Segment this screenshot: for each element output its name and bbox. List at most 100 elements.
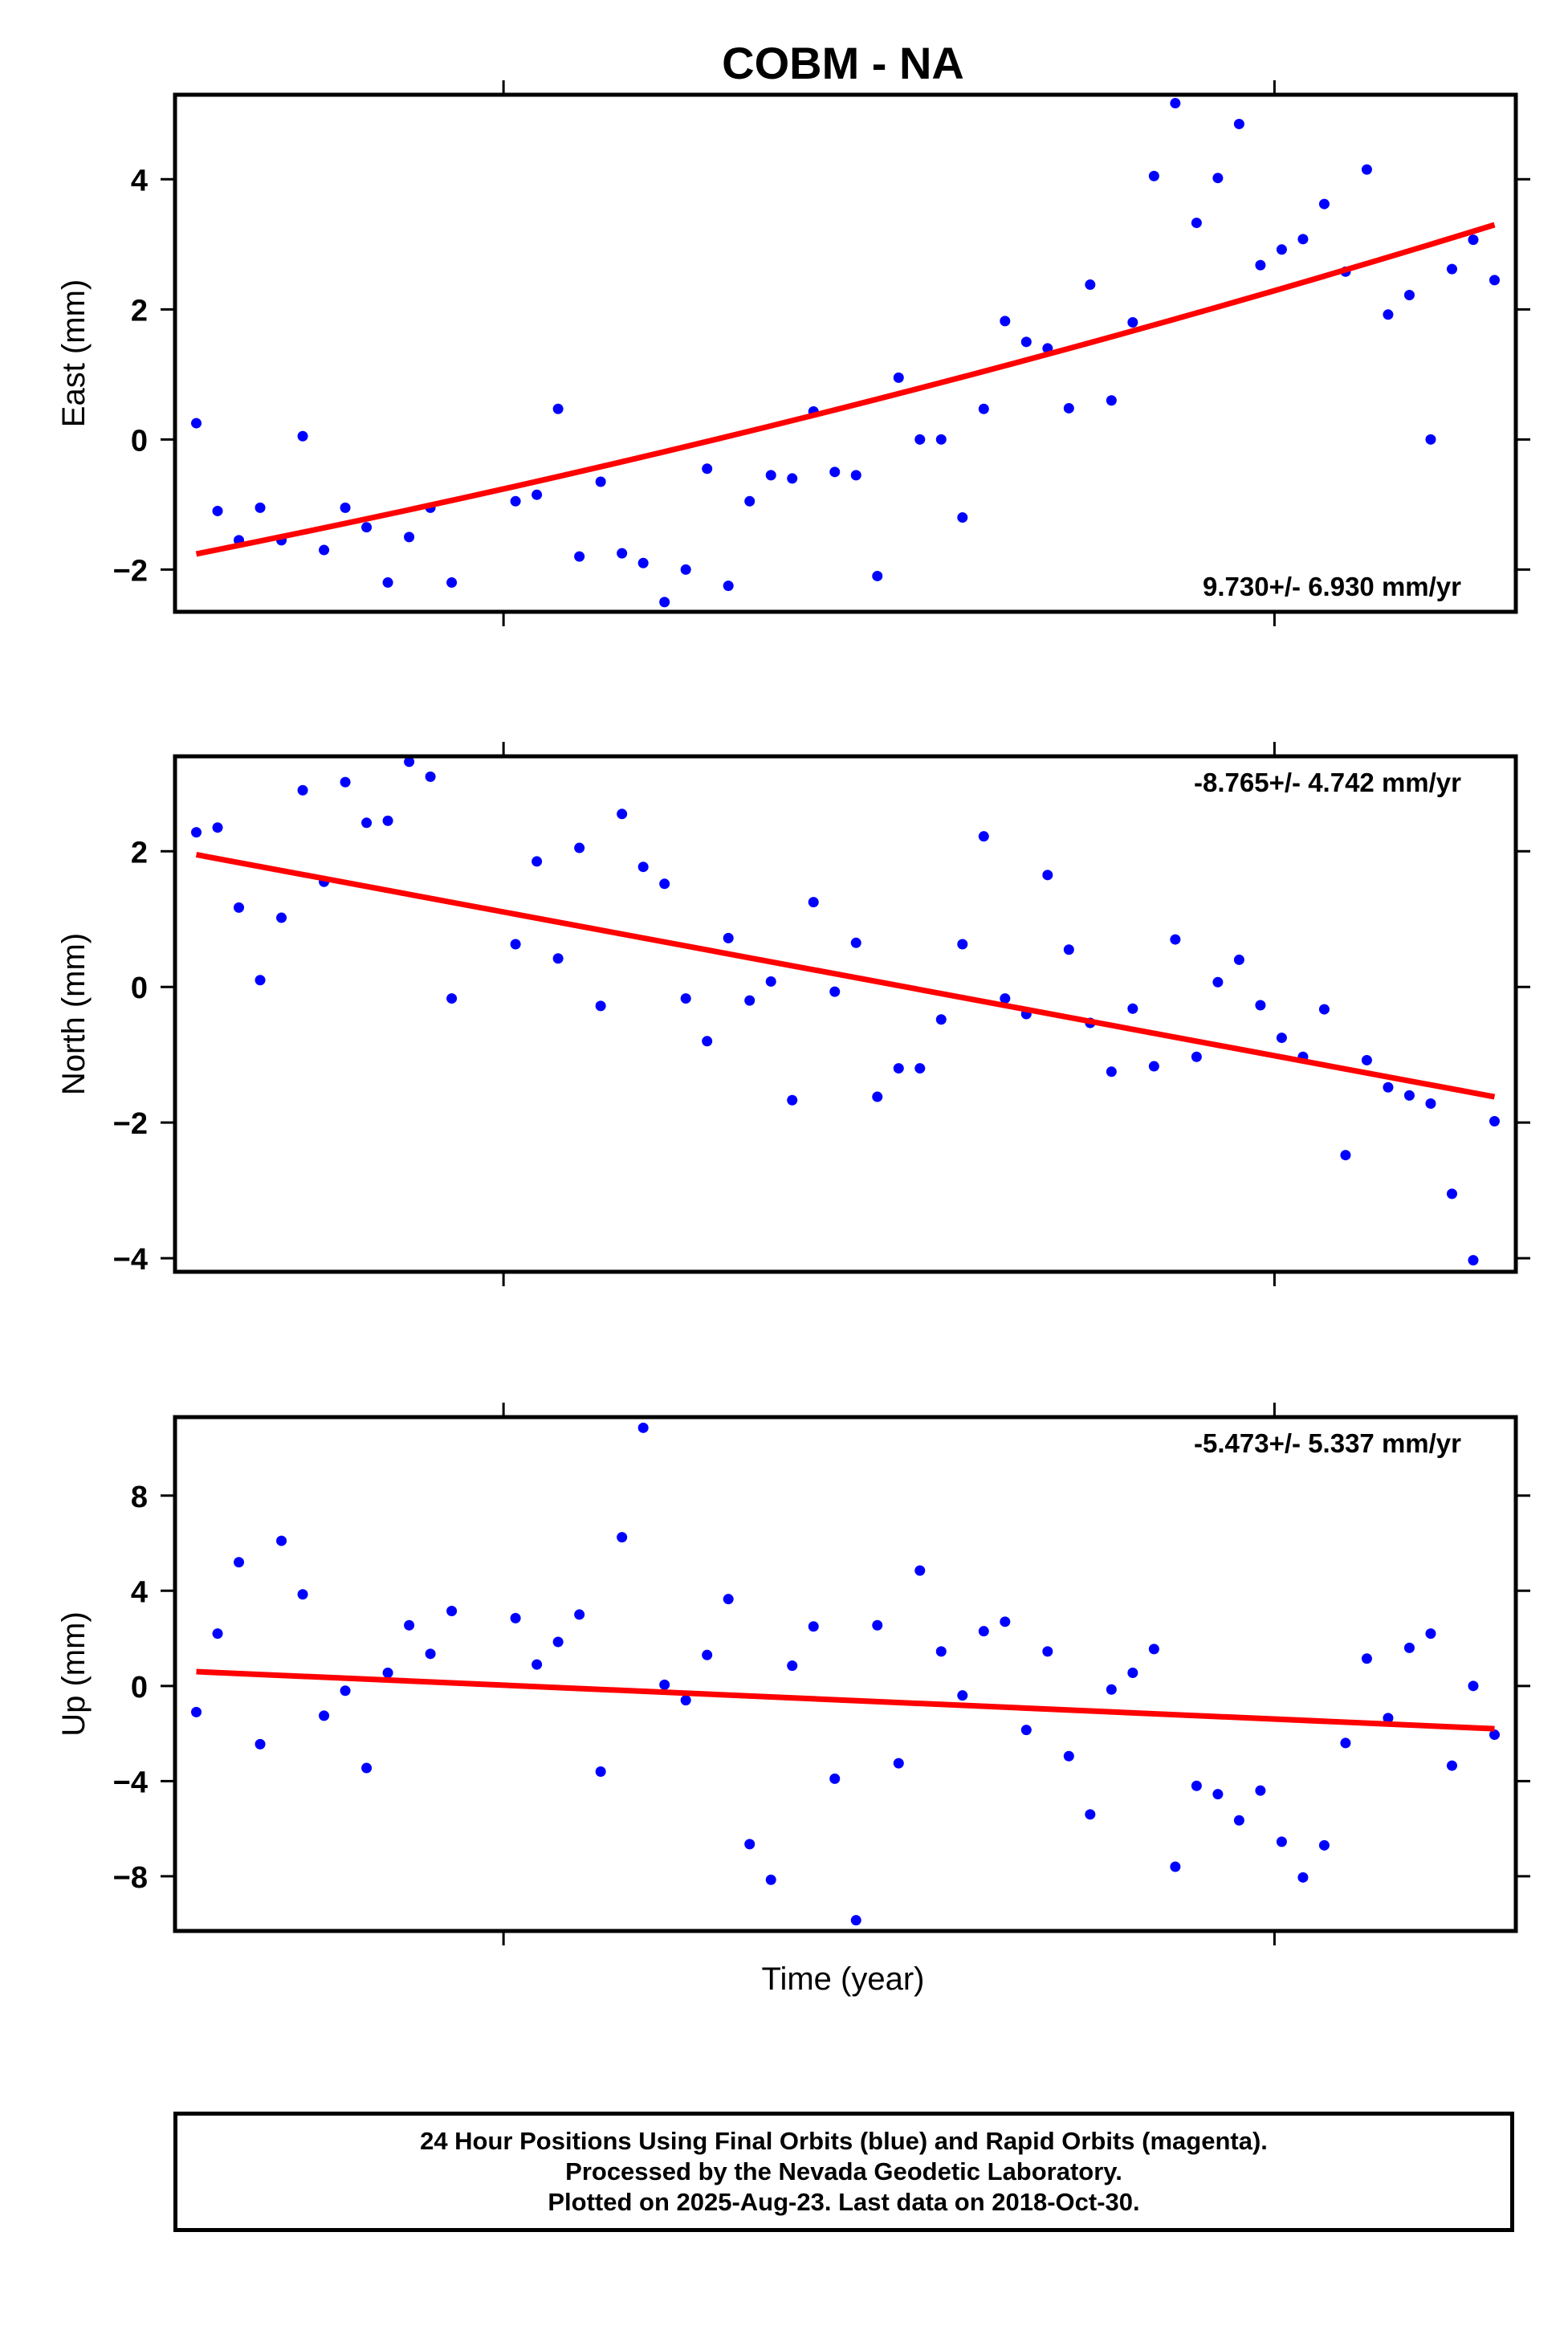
data-point [914,1063,926,1074]
data-point [1318,198,1330,210]
data-point [276,912,287,923]
data-point [872,570,883,581]
data-point [872,1619,883,1631]
data-point [1042,1646,1053,1657]
data-point [382,815,393,826]
data-point [191,827,202,838]
rate-label: -5.473+/- 5.337 mm/yr [1194,1428,1461,1458]
data-point [212,1628,223,1640]
panel-frame [173,754,1518,1274]
y-tick-label: −4 [113,1766,148,1799]
data-point [212,822,223,833]
footer-caption-box: 24 Hour Positions Using Final Orbits (bl… [173,2112,1514,2232]
y-axis-label: Up (mm) [56,1611,92,1737]
data-point [637,862,649,873]
data-point [935,1014,947,1025]
data-point [552,1636,564,1648]
data-point [1318,1004,1330,1015]
data-point [1148,1644,1159,1655]
data-point [850,1915,861,1926]
data-point [617,1532,628,1543]
data-point [1233,118,1244,129]
data-point [787,1094,798,1106]
data-point [297,430,308,442]
data-point [680,993,691,1004]
data-point [765,1874,776,1885]
data-point [1489,275,1500,286]
data-point [1318,1839,1330,1851]
data-point [361,1762,373,1774]
data-point [808,897,819,908]
data-point [361,522,373,533]
data-point [446,1605,458,1616]
data-point [1020,336,1032,348]
trend-line [196,1668,1495,1732]
data-point [1276,1033,1287,1044]
data-point [1340,1150,1351,1161]
data-point [1361,1653,1372,1664]
data-point [1085,1809,1096,1820]
data-point [1383,1081,1394,1093]
data-point [1425,434,1436,445]
data-point [1000,993,1011,1004]
data-point [1127,1003,1138,1014]
data-point [829,466,841,478]
data-point [510,939,521,950]
data-point [914,1565,926,1576]
data-point [744,995,755,1006]
footer-line-3: Plotted on 2025-Aug-23. Last data on 201… [548,2188,1140,2216]
rate-label: -8.765+/- 4.742 mm/yr [1194,768,1461,797]
data-point [1489,1729,1500,1741]
data-point [1020,1725,1032,1736]
data-point [1361,1054,1372,1065]
data-point [1255,1785,1266,1796]
data-point [255,1738,266,1750]
data-point [319,544,330,556]
data-point [744,495,755,507]
data-point [787,473,798,484]
data-point [978,831,989,842]
data-point [1170,98,1181,109]
data-point [446,993,458,1004]
data-point [1340,1737,1351,1749]
data-point [1170,1861,1181,1872]
data-point [744,1839,755,1850]
data-point [1000,316,1011,327]
data-point [1446,1760,1457,1771]
data-point [617,809,628,820]
data-point [255,502,266,513]
y-tick-label: 0 [131,1671,148,1705]
rate-label: 9.730+/- 6.930 mm/yr [1203,572,1461,601]
data-point [935,1646,947,1657]
data-point [702,463,713,475]
data-point [531,489,543,500]
data-point [234,902,245,913]
data-point [829,1773,841,1784]
data-point [1255,259,1266,271]
data-point [808,1621,819,1632]
data-point [191,418,202,429]
data-point [787,1660,798,1672]
data-point [850,937,861,948]
data-point [1170,934,1181,945]
data-points [191,1422,1500,1926]
data-point [574,1609,585,1620]
data-point [212,505,223,516]
data-point [1403,289,1415,300]
data-point [446,577,458,589]
panel-up: −8 −4 0 4 8 Up (mm) -5.473+/- 5.337 mm/yr [56,1403,1530,1945]
data-point [1276,1836,1287,1847]
x-axis-label: Time (year) [762,1961,925,1997]
panel-north: −4 −2 0 2 North (mm) -8.765+/- 4.742 mm/yr [56,742,1530,1286]
data-point [1425,1628,1436,1640]
trend-line [195,852,1496,1100]
y-tick-label: −2 [113,554,148,588]
data-points [191,756,1500,1266]
data-point [1468,234,1479,246]
data-point [361,817,373,829]
data-point [1446,1188,1457,1200]
data-point [404,532,415,543]
chart-panels: −2 0 2 4 East (mm) 9.730+/- 6.930 mm/yr −4 −2 0 2… [56,80,1530,1945]
data-point [914,434,926,445]
